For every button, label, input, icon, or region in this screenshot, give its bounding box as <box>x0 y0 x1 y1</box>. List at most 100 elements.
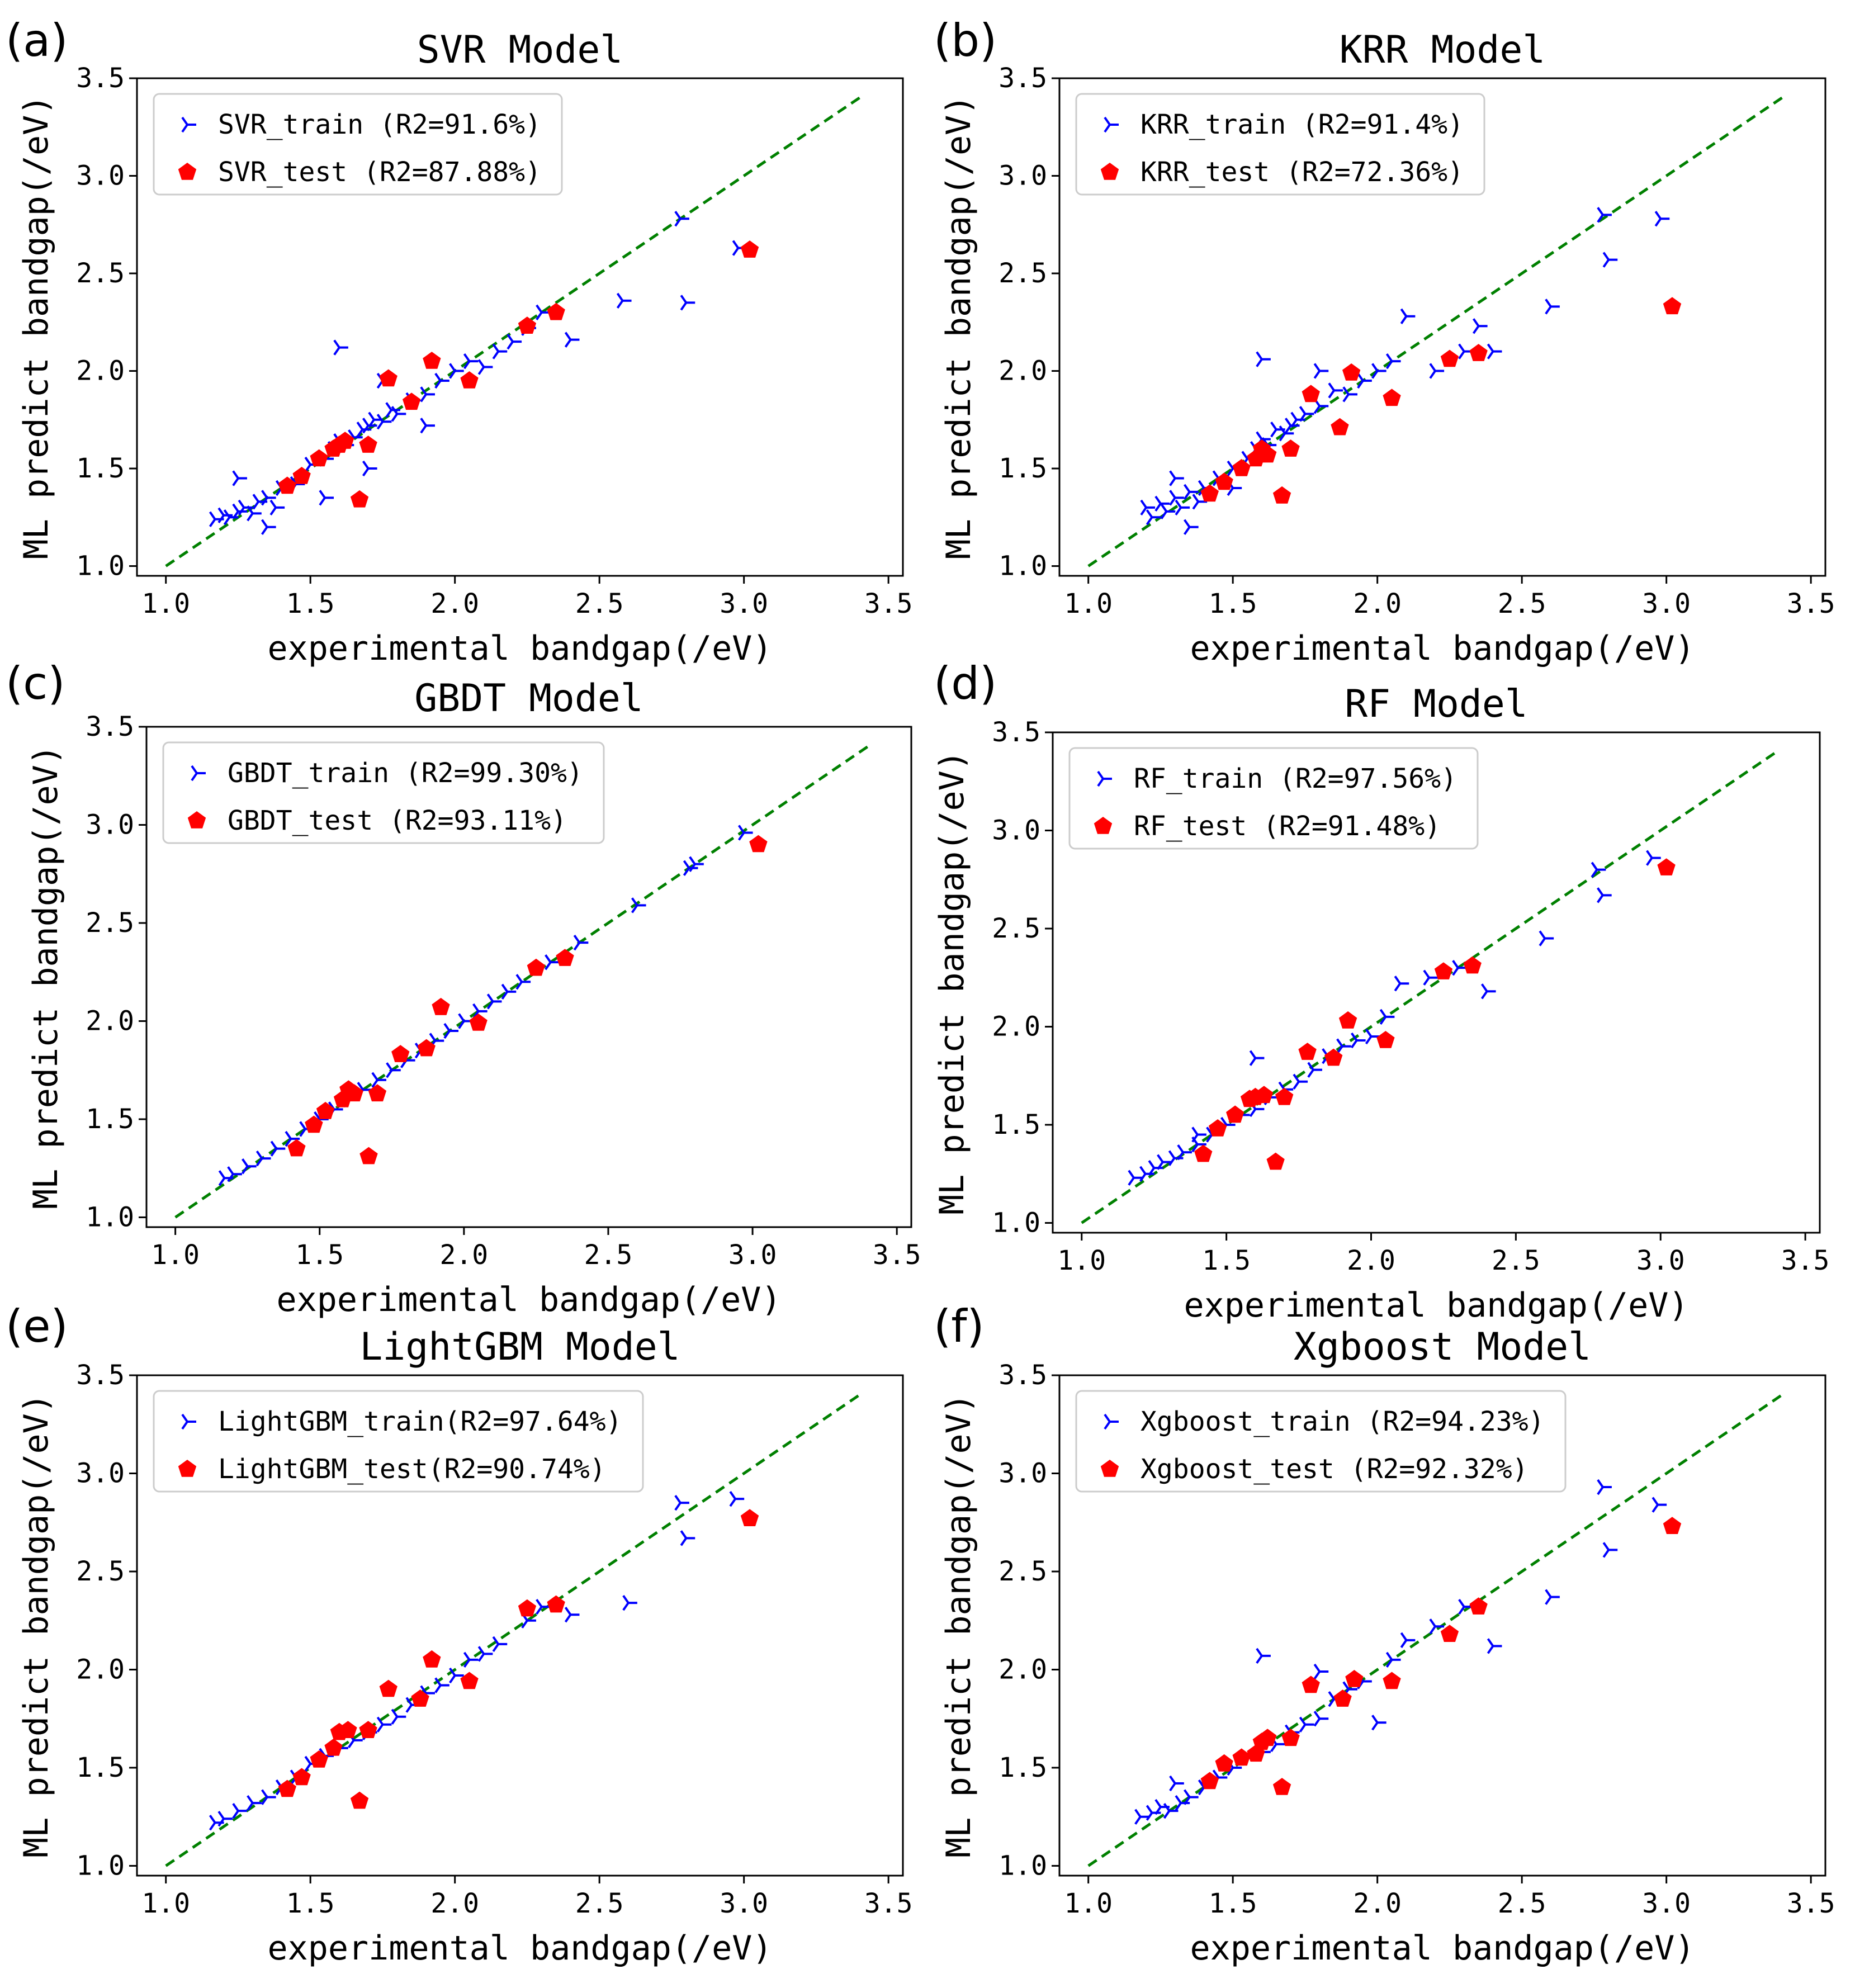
x-tick-label: 3.5 <box>1787 1888 1835 1919</box>
chart-title: SVR Model <box>417 28 623 72</box>
y-axis-label: ML predict bandgap(/eV) <box>26 745 65 1209</box>
train-point <box>1140 499 1156 515</box>
train-point <box>737 825 753 841</box>
train-point <box>356 422 372 438</box>
plot-frame <box>1058 1374 1826 1877</box>
test-point <box>556 949 574 966</box>
train-point <box>1175 499 1190 515</box>
test-point <box>336 432 354 449</box>
train-point <box>209 1815 224 1831</box>
test-point <box>518 1599 537 1617</box>
test-point <box>1383 389 1401 406</box>
legend-entry: SVR_train (R2=91.6%) <box>218 109 541 140</box>
y-tick-label: 3.0 <box>76 1457 125 1489</box>
train-point <box>501 983 517 1000</box>
train-point <box>1429 363 1445 379</box>
train-point <box>1400 308 1416 324</box>
train-point <box>1545 299 1560 315</box>
x-tick-label: 2.0 <box>1353 588 1402 619</box>
x-tick-label: 3.0 <box>720 588 768 619</box>
train-point <box>1472 318 1488 334</box>
x-axis-label: experimental bandgap(/eV) <box>276 1280 781 1319</box>
legend-entry: LightGBM_test(R2=90.74%) <box>218 1454 606 1485</box>
legend-test-marker <box>178 163 197 180</box>
x-tick-label: 3.0 <box>728 1239 777 1271</box>
panel-label: (f) <box>934 1300 985 1352</box>
train-point <box>1371 363 1386 379</box>
chart-title: KRR Model <box>1340 28 1545 72</box>
train-point <box>631 897 646 913</box>
train-point <box>477 359 493 375</box>
test-point <box>292 1768 311 1786</box>
train-point <box>1591 862 1606 878</box>
test-point <box>1258 445 1277 463</box>
x-tick-label: 2.5 <box>575 1888 624 1919</box>
test-point <box>1258 1729 1277 1746</box>
test-point <box>1226 1105 1244 1123</box>
x-tick-label: 3.5 <box>873 1239 921 1271</box>
test-point <box>1663 1517 1682 1534</box>
train-point <box>218 1170 234 1186</box>
train-point <box>1299 1716 1314 1733</box>
x-tick-label: 3.5 <box>1781 1245 1830 1276</box>
y-tick-label: 1.5 <box>86 1104 134 1135</box>
y-tick-label: 2.5 <box>86 907 134 939</box>
legend-entry: Xgboost_test (R2=92.32%) <box>1141 1454 1529 1485</box>
train-point <box>1249 1050 1265 1066</box>
x-tick-label: 3.0 <box>1642 1888 1691 1919</box>
test-point <box>1275 1087 1294 1105</box>
test-point <box>1440 1625 1459 1642</box>
y-tick-label: 2.5 <box>999 258 1047 289</box>
x-tick-label: 1.0 <box>1057 1245 1106 1276</box>
x-tick-label: 3.5 <box>1787 588 1835 619</box>
legend-box <box>153 1390 644 1493</box>
train-point <box>247 1795 262 1811</box>
train-point <box>616 292 632 309</box>
test-point <box>417 1039 436 1057</box>
train-point <box>564 332 580 348</box>
legend-train-marker <box>181 1413 196 1430</box>
test-point <box>1194 1144 1213 1162</box>
x-tick-label: 2.0 <box>430 1888 479 1919</box>
y-tick-label: 1.0 <box>76 551 125 582</box>
test-series <box>1194 858 1676 1170</box>
legend: GBDT_train (R2=99.30%) GBDT_test (R2=93.1… <box>162 741 605 844</box>
legend-entry: Xgboost_train (R2=94.23%) <box>1141 1406 1544 1437</box>
train-point <box>1313 1711 1329 1727</box>
y-tick-label: 2.0 <box>76 1654 125 1685</box>
plot-frame <box>1058 77 1826 577</box>
train-point <box>1602 252 1618 268</box>
train-point <box>1646 850 1661 866</box>
y-tick-label: 1.0 <box>86 1201 134 1233</box>
y-tick-label: 3.5 <box>999 1360 1047 1391</box>
y-tick-label: 3.0 <box>992 815 1040 846</box>
test-point <box>287 1139 306 1157</box>
y-axis-label: ML predict bandgap(/eV) <box>939 95 978 560</box>
y-tick-label: 1.0 <box>999 1850 1047 1881</box>
test-point <box>310 1750 328 1768</box>
train-point <box>242 1158 257 1175</box>
y-tick-label: 1.5 <box>999 453 1047 484</box>
train-point <box>1157 1154 1172 1170</box>
test-point <box>527 958 546 976</box>
y-tick-label: 3.0 <box>76 160 125 192</box>
legend-entry: LightGBM_train(R2=97.64%) <box>218 1406 622 1437</box>
y-tick-label: 3.5 <box>992 717 1040 748</box>
train-point <box>1293 1073 1308 1090</box>
legend-box <box>162 741 605 844</box>
train-point <box>1651 1497 1667 1513</box>
x-tick-label: 3.0 <box>1642 588 1691 619</box>
test-point <box>1657 858 1676 875</box>
train-point <box>443 1023 459 1039</box>
plot-frame <box>136 77 904 577</box>
panel-d: (d) RF Model 1.0 1.5 2.0 2.5 3.0 3.5 1.0 1.5 2.0 2.… <box>933 657 1829 1325</box>
y-tick-label: 1.0 <box>992 1207 1040 1238</box>
train-point <box>564 1607 580 1623</box>
train-point <box>261 490 276 506</box>
train-point <box>449 1667 464 1684</box>
test-point <box>316 1101 335 1119</box>
train-point <box>1423 969 1438 986</box>
train-point <box>434 372 449 389</box>
x-tick-label: 1.0 <box>141 1888 190 1919</box>
